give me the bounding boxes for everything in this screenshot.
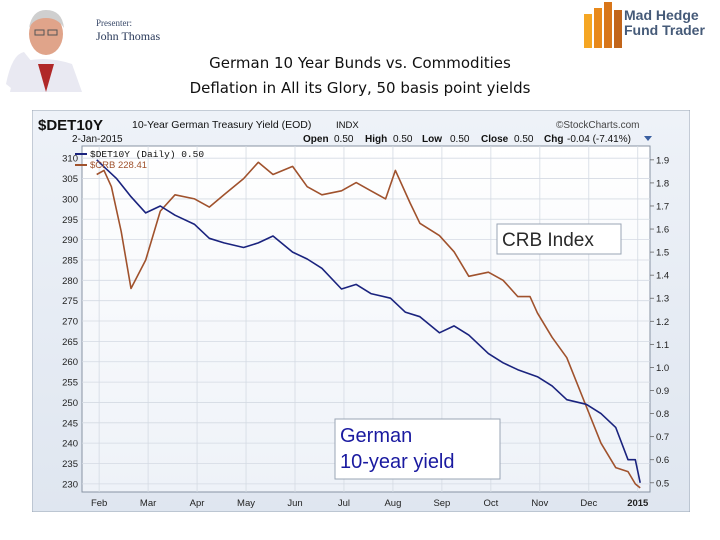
low-value: 0.50 <box>450 134 470 145</box>
left-tick-label: 270 <box>62 317 78 328</box>
chg-value: -0.04 (-7.41%) <box>567 134 631 145</box>
low-label: Low <box>422 134 442 145</box>
right-tick-label: 0.8 <box>656 409 669 420</box>
presenter-photo <box>2 2 90 92</box>
grid-lines <box>82 146 650 492</box>
crb-series-line <box>96 161 641 489</box>
left-tick-label: 285 <box>62 255 78 266</box>
x-tick-label: May <box>237 498 255 509</box>
german-annotation-line1: German <box>340 425 412 447</box>
right-tick-label: 1.8 <box>656 178 669 189</box>
left-tick-label: 295 <box>62 215 78 226</box>
german-annotation-box <box>334 418 501 480</box>
right-axis: 1.9 1.8 1.7 1.6 1.5 1.4 1.3 1.2 1.1 1.0 0.9 0.8 0.7 0… <box>650 155 669 489</box>
logo-text: Mad Hedge Fund Trader <box>624 8 705 38</box>
left-tick-label: 230 <box>62 479 78 490</box>
x-tick-label: Mar <box>140 498 156 509</box>
right-tick-label: 0.7 <box>656 432 669 443</box>
right-tick-label: 0.9 <box>656 386 669 397</box>
right-tick-label: 1.7 <box>656 201 669 212</box>
right-tick-label: 1.3 <box>656 294 669 305</box>
x-tick-label: 2015 <box>627 498 649 509</box>
stockcharts-chart: $DET10Y 10-Year German Treasury Yield (E… <box>32 110 690 512</box>
right-tick-label: 1.2 <box>656 317 669 328</box>
right-tick-label: 1.0 <box>656 363 669 374</box>
x-tick-label: Apr <box>190 498 205 509</box>
slide-title: German 10 Year Bunds vs. Commodities <box>209 54 511 72</box>
legend: $DET10Y (Daily) 0.50 $CRB 228.41 <box>75 149 204 171</box>
german-annotation-line2: 10-year yield <box>340 451 455 473</box>
left-tick-label: 290 <box>62 235 78 246</box>
right-tick-label: 1.6 <box>656 225 669 236</box>
presenter-block: Presenter: John Thomas <box>0 0 200 92</box>
right-tick-label: 1.4 <box>656 271 669 282</box>
left-tick-label: 245 <box>62 418 78 429</box>
close-label: Close <box>481 134 509 145</box>
chart-symbol: $DET10Y <box>38 117 103 134</box>
left-tick-label: 280 <box>62 276 78 287</box>
right-tick-label: 0.6 <box>656 455 669 466</box>
right-tick-label: 1.5 <box>656 248 669 259</box>
left-tick-label: 310 <box>62 154 78 165</box>
x-tick-label: Feb <box>91 498 107 509</box>
chart-name: 10-Year German Treasury Yield (EOD) <box>132 119 311 131</box>
right-tick-label: 0.5 <box>656 478 669 489</box>
x-tick-label: Oct <box>483 498 498 509</box>
left-tick-label: 260 <box>62 357 78 368</box>
left-tick-label: 235 <box>62 459 78 470</box>
legend-label-crb: $CRB 228.41 <box>90 160 147 171</box>
x-tick-label: Aug <box>384 498 401 509</box>
left-tick-label: 265 <box>62 337 78 348</box>
close-value: 0.50 <box>514 134 534 145</box>
right-tick-label: 1.1 <box>656 340 669 351</box>
x-tick-label: Sep <box>433 498 450 509</box>
crb-annotation-box <box>496 223 622 255</box>
chart-source: ©StockCharts.com <box>556 120 640 131</box>
chg-label: Chg <box>544 134 563 145</box>
high-label: High <box>365 134 387 145</box>
open-value: 0.50 <box>334 134 354 145</box>
presenter-name: John Thomas <box>96 29 161 43</box>
legend-label-bund: $DET10Y (Daily) 0.50 <box>90 149 204 160</box>
chg-dropdown-icon[interactable] <box>644 136 652 141</box>
crb-annotation: CRB Index <box>502 230 594 251</box>
high-value: 0.50 <box>393 134 413 145</box>
left-tick-label: 255 <box>62 378 78 389</box>
x-tick-label: Nov <box>531 498 548 509</box>
logo-line1: Mad Hedge <box>624 7 699 23</box>
x-tick-label: Jul <box>338 498 350 509</box>
left-tick-label: 275 <box>62 296 78 307</box>
x-tick-label: Jun <box>287 498 302 509</box>
chart-date: 2-Jan-2015 <box>72 134 123 145</box>
slide-subtitle: Deflation in All its Glory, 50 basis poi… <box>189 79 531 97</box>
mad-hedge-logo-icon <box>584 2 622 48</box>
bund-series-line <box>96 159 641 483</box>
left-tick-label: 240 <box>62 439 78 450</box>
left-tick-label: 300 <box>62 194 78 205</box>
left-tick-label: 305 <box>62 174 78 185</box>
open-label: Open <box>303 134 329 145</box>
left-axis: 310 305 300 295 290 285 280 275 270 265 260 255 250 2… <box>62 154 78 491</box>
right-tick-label: 1.9 <box>656 155 669 166</box>
chart-exchange: INDX <box>336 120 359 131</box>
logo-line2: Fund Trader <box>624 22 705 38</box>
presenter-label: Presenter: <box>96 18 132 28</box>
x-tick-label: Dec <box>580 498 597 509</box>
x-axis: Feb Mar Apr May Jun Jul Aug Sep Oct Nov Dec 2015 <box>91 498 649 509</box>
left-tick-label: 250 <box>62 398 78 409</box>
